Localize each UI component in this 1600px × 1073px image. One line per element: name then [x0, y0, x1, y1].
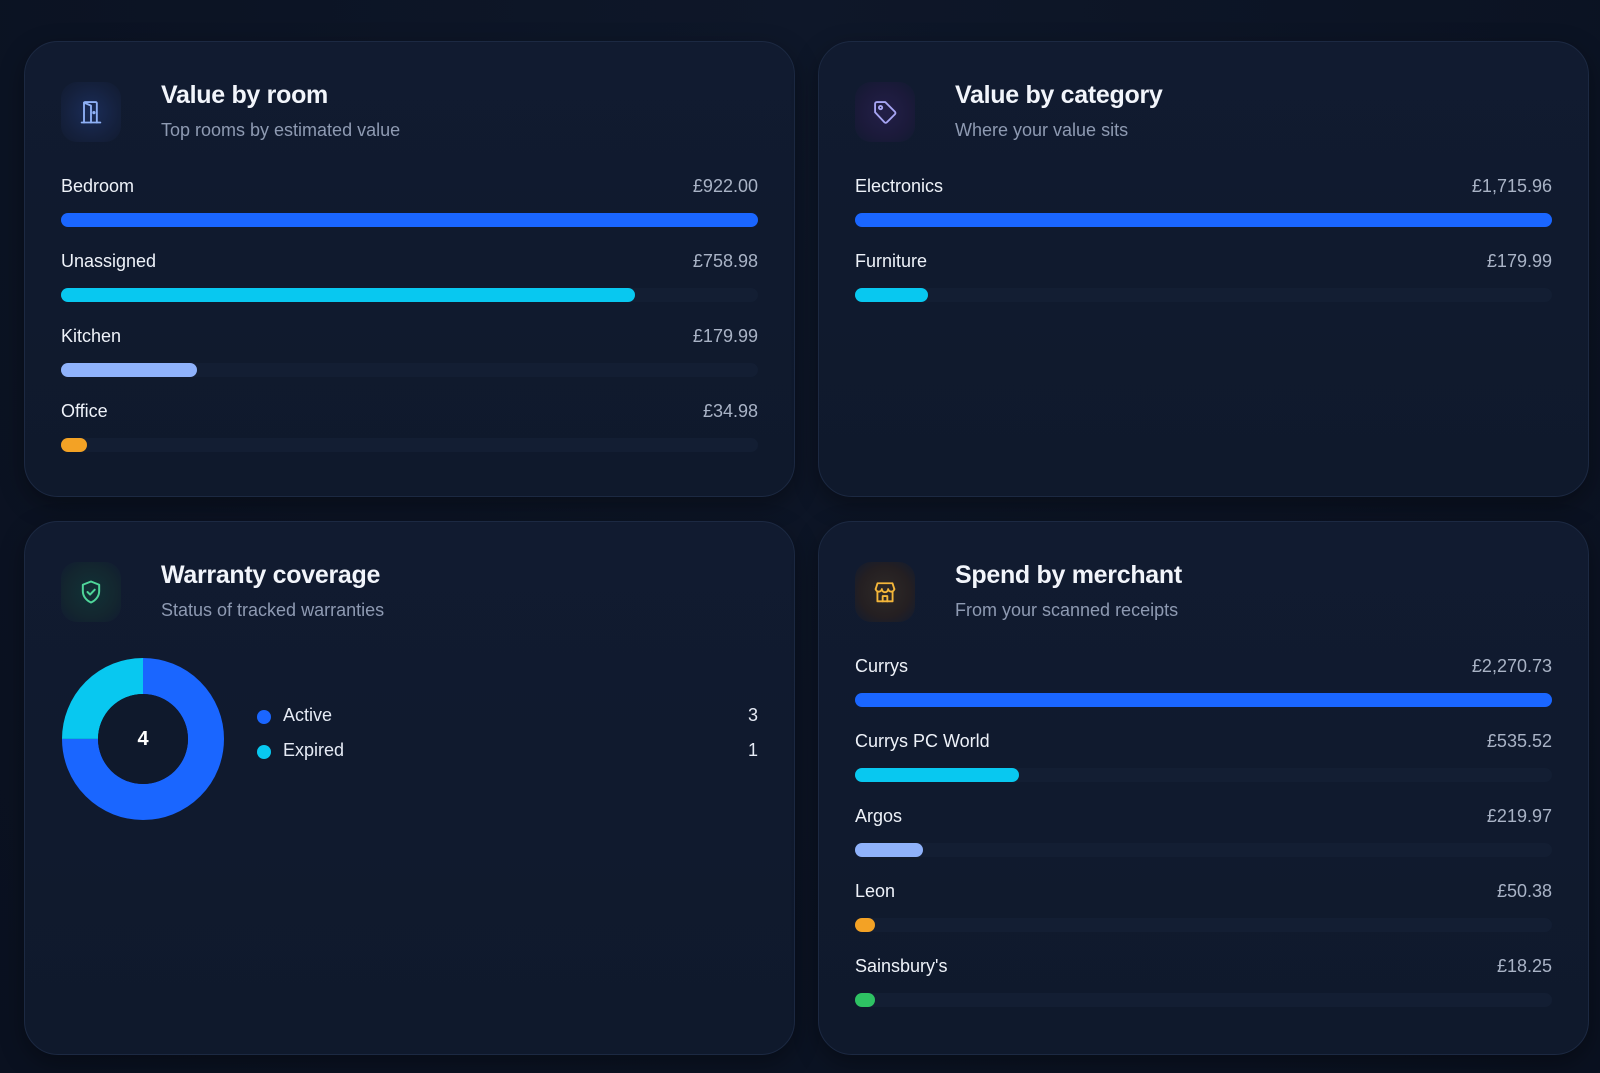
- donut-svg: [62, 658, 224, 820]
- legend-item-expired: Expired 1: [257, 740, 758, 775]
- bar-value: £34.98: [702, 401, 758, 421]
- donut-total: 4: [137, 727, 149, 750]
- bar-fill: [61, 288, 635, 302]
- bar-label: Sainsbury's: [855, 956, 948, 976]
- bar-row-leon: Leon £50.38: [855, 881, 1552, 956]
- bar-track: [61, 363, 758, 377]
- bar-label: Office: [61, 401, 108, 421]
- bar-fill: [855, 918, 875, 932]
- warranty-coverage-card: Warranty coverage Status of tracked warr…: [24, 521, 795, 1055]
- legend-count: 1: [747, 740, 758, 760]
- bar-row-kitchen: Kitchen £179.99: [61, 326, 758, 401]
- warranty-donut-chart: 4: [61, 657, 225, 821]
- bar-track: [855, 993, 1552, 1007]
- bar-fill: [61, 438, 88, 452]
- bar-value: £179.99: [692, 326, 758, 346]
- card-title: Warranty coverage: [161, 561, 381, 589]
- bar-track: [855, 693, 1552, 707]
- bar-row-bedroom: Bedroom £922.00: [61, 176, 758, 251]
- bar-value: £18.25: [1496, 956, 1552, 976]
- bar-label: Electronics: [855, 176, 944, 196]
- card-subtitle: From your scanned receipts: [955, 600, 1179, 620]
- bar-label: Furniture: [855, 251, 928, 271]
- card-subtitle: Status of tracked warranties: [161, 600, 385, 620]
- bar-fill: [855, 288, 929, 302]
- room-bar-list: Bedroom £922.00 Unassigned £758.98 Kitchen £1…: [61, 176, 758, 476]
- card-subtitle: Where your value sits: [955, 120, 1129, 140]
- bar-track: [61, 213, 758, 227]
- bar-fill: [855, 843, 923, 857]
- bar-label: Currys: [855, 656, 908, 676]
- legend-label: Active: [283, 705, 333, 725]
- bar-fill: [855, 213, 1552, 227]
- bar-track: [855, 843, 1552, 857]
- bar-track: [855, 288, 1552, 302]
- bar-value: £219.97: [1486, 806, 1552, 826]
- card-subtitle: Top rooms by estimated value: [161, 120, 401, 140]
- legend-dot-expired: [257, 745, 271, 759]
- legend-count: 3: [747, 705, 758, 725]
- spend-by-merchant-card: Spend by merchant From your scanned rece…: [818, 521, 1589, 1055]
- bar-label: Bedroom: [61, 176, 135, 196]
- bar-label: Kitchen: [61, 326, 122, 346]
- bar-value: £2,270.73: [1471, 656, 1552, 676]
- donut-segment-expired: [62, 658, 224, 820]
- bar-track: [855, 918, 1552, 932]
- value-by-category-card: Value by category Where your value sits …: [818, 41, 1589, 497]
- legend-label: Expired: [283, 740, 345, 760]
- bar-row-electronics: Electronics £1,715.96: [855, 176, 1552, 251]
- bar-fill: [61, 213, 758, 227]
- bar-fill: [855, 693, 1552, 707]
- bar-value: £922.00: [692, 176, 758, 196]
- legend-item-active: Active 3: [257, 705, 758, 740]
- merchant-bar-list: Currys £2,270.73 Currys PC World £535.52 Arg…: [855, 656, 1552, 1031]
- card-header: Spend by merchant From your scanned rece…: [855, 558, 1552, 628]
- bar-label: Leon: [855, 881, 896, 901]
- legend-dot-active: [257, 710, 271, 724]
- store-icon: [855, 562, 915, 622]
- bar-value: £1,715.96: [1471, 176, 1552, 196]
- bar-row-currys: Currys £2,270.73: [855, 656, 1552, 731]
- bar-value: £179.99: [1486, 251, 1552, 271]
- warranty-legend: Active 3 Expired 1: [257, 705, 758, 775]
- card-header: Value by room Top rooms by estimated val…: [61, 78, 758, 148]
- bar-row-unassigned: Unassigned £758.98: [61, 251, 758, 326]
- bar-value: £535.52: [1486, 731, 1552, 751]
- shield-check-icon: [61, 562, 121, 622]
- bar-value: £50.38: [1496, 881, 1552, 901]
- bar-fill: [855, 993, 875, 1007]
- tag-icon: [855, 82, 915, 142]
- door-icon: [61, 82, 121, 142]
- card-header: Value by category Where your value sits: [855, 78, 1552, 148]
- bar-row-argos: Argos £219.97: [855, 806, 1552, 881]
- bar-label: Argos: [855, 806, 903, 826]
- bar-row-currys-pc-world: Currys PC World £535.52: [855, 731, 1552, 806]
- donut-hole: [98, 694, 188, 784]
- bar-label: Currys PC World: [855, 731, 990, 751]
- bar-track: [61, 288, 758, 302]
- bar-row-office: Office £34.98: [61, 401, 758, 476]
- bar-row-furniture: Furniture £179.99: [855, 251, 1552, 326]
- card-title: Value by category: [955, 81, 1163, 109]
- bar-track: [855, 213, 1552, 227]
- category-bar-list: Electronics £1,715.96 Furniture £179.99: [855, 176, 1552, 326]
- card-header: Warranty coverage Status of tracked warr…: [61, 558, 758, 628]
- value-by-room-card: Value by room Top rooms by estimated val…: [24, 41, 795, 497]
- bar-fill: [855, 768, 1020, 782]
- bar-fill: [61, 363, 197, 377]
- bar-row-sainsbury-s: Sainsbury's £18.25: [855, 956, 1552, 1031]
- bar-track: [61, 438, 758, 452]
- bar-value: £758.98: [692, 251, 758, 271]
- card-title: Spend by merchant: [955, 561, 1182, 589]
- card-title: Value by room: [161, 81, 328, 109]
- bar-track: [855, 768, 1552, 782]
- bar-label: Unassigned: [61, 251, 157, 271]
